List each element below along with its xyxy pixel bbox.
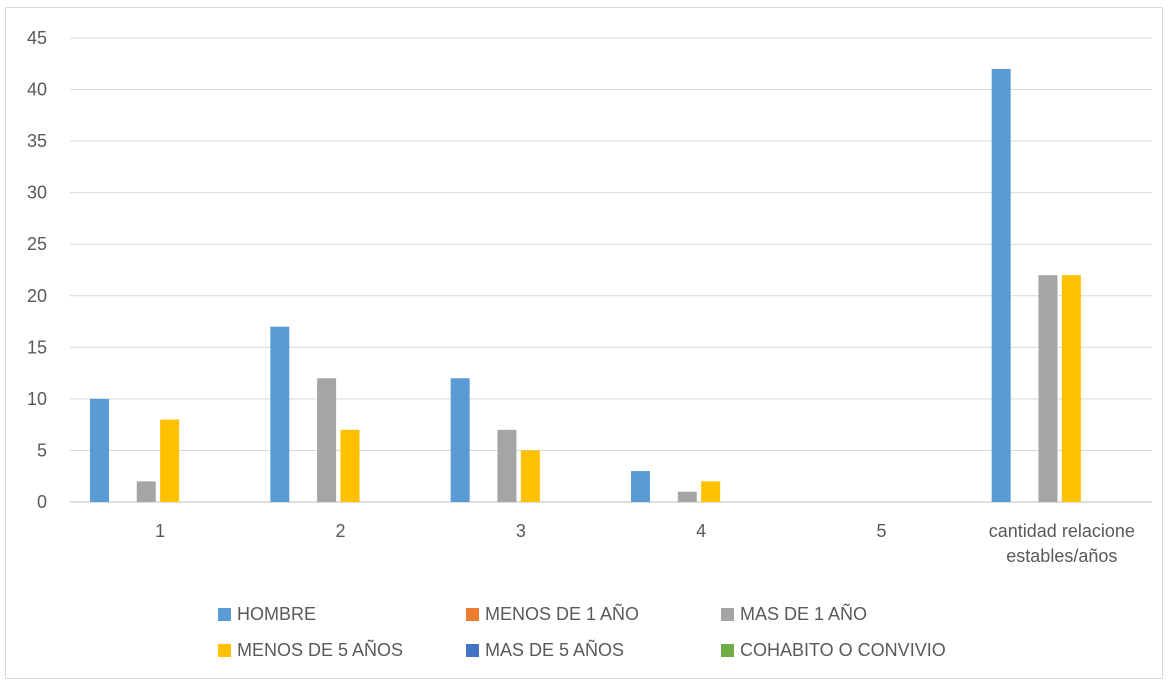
x-tick-label: 4 bbox=[696, 521, 706, 541]
bar bbox=[520, 450, 540, 502]
bar bbox=[340, 429, 360, 502]
bar bbox=[270, 326, 290, 502]
x-tick-label: 2 bbox=[335, 521, 345, 541]
y-tick-label: 25 bbox=[27, 234, 47, 254]
bar bbox=[136, 481, 156, 502]
bar bbox=[1038, 275, 1058, 502]
y-tick-label: 5 bbox=[37, 440, 47, 460]
y-tick-label: 35 bbox=[27, 131, 47, 151]
x-tick-label: cantidad relacione estables/años bbox=[989, 521, 1135, 566]
bars bbox=[90, 68, 1081, 502]
y-tick-label: 40 bbox=[27, 80, 47, 100]
bar bbox=[631, 471, 650, 502]
bar bbox=[90, 398, 109, 502]
y-tick-label: 10 bbox=[27, 389, 47, 409]
chart-area bbox=[5, 7, 1163, 679]
x-tick-label: 3 bbox=[516, 521, 526, 541]
x-axis-ticks: 1 2 3 4 5 cantidad relacione estables/años bbox=[155, 521, 1135, 566]
bar bbox=[991, 68, 1011, 502]
bar bbox=[701, 481, 721, 502]
bar bbox=[317, 378, 337, 502]
y-tick-label: 15 bbox=[27, 337, 47, 357]
y-tick-label: 30 bbox=[27, 183, 47, 203]
y-tick-label: 45 bbox=[27, 28, 47, 48]
bar bbox=[677, 491, 697, 502]
x-tick-label: 1 bbox=[155, 521, 165, 541]
bar bbox=[497, 429, 517, 502]
y-tick-label: 0 bbox=[37, 492, 47, 512]
gridlines bbox=[70, 37, 1152, 503]
y-axis-ticks: 0 5 10 15 20 25 30 35 40 45 bbox=[27, 28, 47, 512]
bar bbox=[1061, 275, 1081, 502]
y-tick-label: 20 bbox=[27, 286, 47, 306]
bar bbox=[450, 378, 470, 502]
x-tick-label: 5 bbox=[876, 521, 886, 541]
bar bbox=[160, 419, 180, 502]
